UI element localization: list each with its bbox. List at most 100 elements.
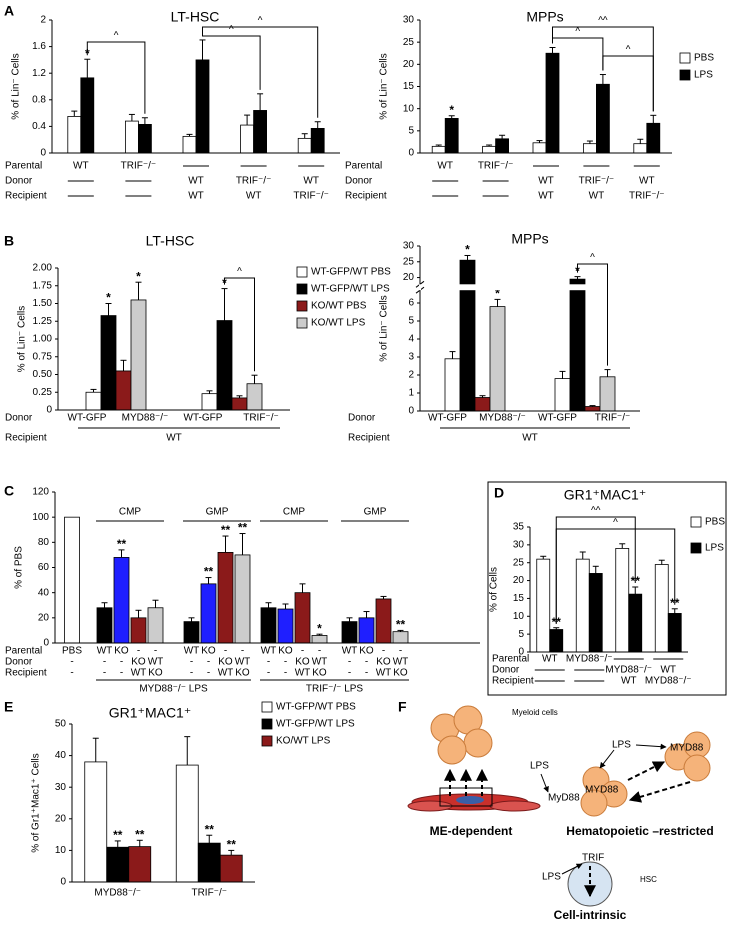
bar: [130, 299, 147, 411]
row-cell: WT: [97, 646, 113, 657]
y-tick-label: 2: [408, 370, 414, 381]
row-cell: -: [318, 646, 321, 657]
chart-title: GR1⁺MAC1⁺: [109, 705, 191, 721]
significance-marker: *: [465, 243, 470, 257]
y-tick-label: 1: [408, 388, 414, 399]
row-cell: WT: [188, 191, 204, 202]
arrow: [627, 761, 666, 781]
row-cell: KO: [201, 646, 216, 657]
row-cell: WT: [342, 646, 358, 657]
diagram-label: MYD88: [585, 785, 619, 796]
diagram: F Myeloid cells LPS MyD88 ME-dependent: [398, 699, 714, 922]
legend-swatch: [261, 718, 273, 730]
row-cell: WT: [295, 668, 311, 679]
y-tick-label: 0: [43, 638, 49, 649]
panel-label: A: [4, 3, 14, 19]
row-cell: WT: [538, 176, 554, 187]
bar: [128, 846, 152, 883]
row-label: Donor: [5, 657, 33, 668]
bar: [294, 592, 311, 644]
y-tick-label: 40: [55, 750, 67, 761]
panel-label: E: [4, 699, 13, 715]
bracket: [202, 35, 261, 90]
row-cell: WT: [131, 668, 147, 679]
legend-swatch: [296, 266, 308, 278]
bar: [246, 383, 263, 411]
row-label: Donor: [345, 176, 373, 187]
bar: [341, 621, 358, 644]
row-cell: WT: [312, 657, 328, 668]
y-tick-label: 1.75: [33, 280, 53, 291]
y-tick-label: 1.50: [33, 298, 53, 309]
y-tick-label: 80: [38, 537, 50, 548]
arrow: [540, 773, 549, 793]
diagram-label: HSC: [640, 875, 657, 884]
row-cell: WT: [73, 161, 89, 172]
diagram-heading: Hematopoietic –restricted: [566, 824, 713, 838]
bar: [495, 138, 510, 154]
y-tick-label: 0: [60, 877, 66, 888]
row-cell: MYD88⁻/⁻: [122, 413, 169, 424]
legend-swatch: [690, 542, 702, 554]
bar: [444, 358, 461, 412]
row-cell: KO: [376, 657, 391, 668]
y-tick-label: 0.4: [32, 121, 46, 132]
legend-label: KO/WT LPS: [311, 318, 366, 329]
diagram-label: LPS: [530, 761, 549, 772]
row-label: Recipient: [492, 676, 534, 687]
y-tick-label: 25: [513, 557, 525, 568]
y-tick-label: 30: [55, 782, 67, 793]
diagram-label: LPS: [612, 740, 631, 751]
category-label: CMP: [283, 507, 306, 518]
bar: [536, 558, 551, 653]
bracket-label: ^: [237, 267, 242, 278]
legend-label: WT-GFP/WT PBS: [276, 702, 356, 713]
row-cell: PBS: [62, 646, 82, 657]
y-tick-label: 1.25: [33, 316, 53, 327]
y-tick-label: 35: [513, 522, 525, 533]
panel-label: F: [398, 699, 407, 715]
row-cell: WT: [660, 665, 676, 676]
row-cell: -: [103, 668, 106, 679]
row-cell: -: [365, 657, 368, 668]
significance-marker: *: [136, 269, 141, 283]
row-cell: KO: [235, 668, 250, 679]
row-cell: WT: [542, 654, 558, 665]
bar: [311, 635, 328, 644]
significance-marker: *: [317, 621, 322, 635]
row-cell: KO: [218, 657, 233, 668]
y-tick-label: 2.00: [33, 263, 53, 274]
bar: [375, 598, 392, 644]
row-cell: -: [120, 668, 123, 679]
row-cell: -: [190, 657, 193, 668]
row-cell: -: [365, 668, 368, 679]
row-cell: WT: [246, 191, 262, 202]
bar: [67, 116, 82, 154]
legend-label: WT-GFP/WT LPS: [311, 284, 390, 295]
legend-label: LPS: [694, 70, 713, 81]
row-cell: WT: [184, 646, 200, 657]
y-tick-label: 0.75: [33, 351, 53, 362]
diagram-label: Myeloid cells: [512, 708, 558, 717]
row-cell: TRIF⁻/⁻: [121, 161, 157, 172]
row-cell: WT-GFP: [184, 413, 223, 424]
y-tick-label: 30: [403, 241, 415, 252]
bar: [277, 608, 294, 644]
bar: [628, 593, 643, 653]
row-label: Recipient: [5, 668, 47, 679]
row-cell: -: [241, 646, 244, 657]
row-cell: MYD88⁻/⁻: [566, 654, 613, 665]
significance-marker: **: [221, 523, 231, 537]
panel-label: D: [494, 485, 504, 501]
bracket-label: ^: [626, 45, 631, 56]
legend-label: KO/WT LPS: [276, 736, 331, 747]
row-cell: -: [284, 657, 287, 668]
y-tick-label: 5: [408, 125, 414, 136]
stroma-nucleus: [456, 796, 484, 804]
bar: [599, 376, 616, 412]
row-cell: WT: [261, 646, 277, 657]
legend-swatch: [296, 317, 308, 329]
bracket-label: ^: [258, 16, 263, 27]
category-label: TRIF⁻/⁻: [191, 888, 227, 899]
bar: [137, 124, 152, 154]
